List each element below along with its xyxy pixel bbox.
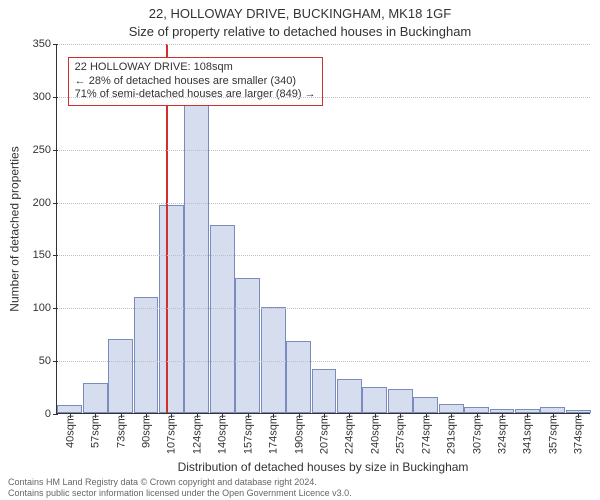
x-tick-label: 374sqm <box>573 413 585 454</box>
x-tick-label: 207sqm <box>319 413 331 454</box>
y-tick-label: 50 <box>39 355 57 367</box>
y-tick-label: 350 <box>33 38 57 50</box>
histogram-bar <box>261 307 286 413</box>
attribution-footer: Contains HM Land Registry data © Crown c… <box>8 477 352 498</box>
x-tick-label: 140sqm <box>217 413 229 454</box>
histogram-bar <box>57 405 82 413</box>
gridline <box>57 203 590 204</box>
chart-subtitle: Size of property relative to detached ho… <box>0 24 600 39</box>
y-tick-label: 0 <box>45 408 57 420</box>
x-tick-label: 357sqm <box>547 413 559 454</box>
histogram-bar <box>362 387 387 413</box>
histogram-bar <box>286 341 311 413</box>
histogram-bar <box>108 339 133 413</box>
footer-line-2: Contains public sector information licen… <box>8 488 352 498</box>
histogram-bar <box>83 383 108 413</box>
x-axis-label: Distribution of detached houses by size … <box>56 460 590 474</box>
footer-line-1: Contains HM Land Registry data © Crown c… <box>8 477 352 487</box>
y-tick-label: 200 <box>33 197 57 209</box>
gridline <box>57 255 590 256</box>
x-tick-label: 224sqm <box>344 413 356 454</box>
x-tick-label: 90sqm <box>141 413 153 448</box>
y-axis-label-wrap: Number of detached properties <box>8 44 22 414</box>
x-tick-label: 257sqm <box>395 413 407 454</box>
gridline <box>57 308 590 309</box>
gridline <box>57 150 590 151</box>
annotation-line: 71% of semi-detached houses are larger (… <box>75 88 316 102</box>
histogram-bar <box>337 379 362 413</box>
x-tick-label: 240sqm <box>369 413 381 454</box>
x-tick-label: 190sqm <box>293 413 305 454</box>
histogram-bar <box>235 278 260 413</box>
y-tick-label: 250 <box>33 144 57 156</box>
x-tick-label: 107sqm <box>166 413 178 454</box>
histogram-bar <box>210 225 235 413</box>
annotation-line: ← 28% of detached houses are smaller (34… <box>75 75 316 89</box>
x-tick-label: 40sqm <box>64 413 76 448</box>
x-tick-label: 341sqm <box>522 413 534 454</box>
gridline <box>57 97 590 98</box>
y-tick-label: 300 <box>33 91 57 103</box>
y-tick-label: 100 <box>33 302 57 314</box>
annotation-line: 22 HOLLOWAY DRIVE: 108sqm <box>75 61 316 75</box>
x-tick-label: 57sqm <box>90 413 102 448</box>
y-tick-label: 150 <box>33 249 57 261</box>
y-axis-label: Number of detached properties <box>8 146 22 311</box>
x-tick-label: 291sqm <box>446 413 458 454</box>
histogram-bar <box>134 297 159 413</box>
x-tick-label: 307sqm <box>471 413 483 454</box>
chart-container: 22, HOLLOWAY DRIVE, BUCKINGHAM, MK18 1GF… <box>0 0 600 500</box>
x-tick-label: 324sqm <box>497 413 509 454</box>
x-tick-label: 157sqm <box>242 413 254 454</box>
x-tick-label: 174sqm <box>268 413 280 454</box>
annotation-box: 22 HOLLOWAY DRIVE: 108sqm← 28% of detach… <box>68 57 323 106</box>
histogram-bar <box>312 369 337 413</box>
x-tick-label: 124sqm <box>191 413 203 454</box>
histogram-bar <box>388 389 413 413</box>
histogram-bar <box>439 404 464 414</box>
x-tick-label: 274sqm <box>420 413 432 454</box>
gridline <box>57 361 590 362</box>
gridline <box>57 44 590 45</box>
plot-area: 22 HOLLOWAY DRIVE: 108sqm← 28% of detach… <box>56 44 590 414</box>
chart-title-address: 22, HOLLOWAY DRIVE, BUCKINGHAM, MK18 1GF <box>0 6 600 21</box>
histogram-bar <box>413 397 438 413</box>
x-tick-label: 73sqm <box>115 413 127 448</box>
